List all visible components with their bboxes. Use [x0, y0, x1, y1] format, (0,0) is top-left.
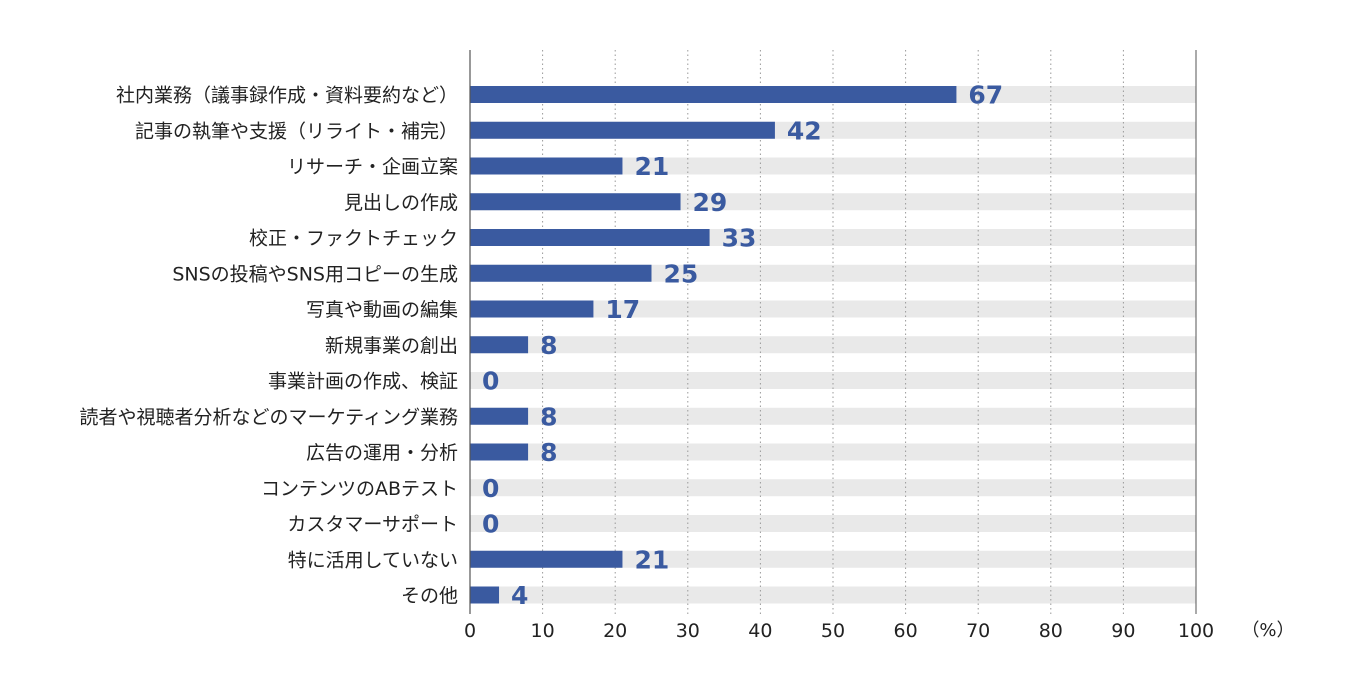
bars: [470, 86, 957, 604]
x-tick-label: 20: [603, 620, 627, 642]
bar: [470, 443, 529, 461]
bar: [470, 193, 681, 211]
category-label: リサーチ・企画立案: [287, 156, 458, 178]
x-tick-labels: 0 10 20 30 40 50 60 70 80 90 100: [464, 620, 1214, 642]
category-label: 広告の運用・分析: [306, 442, 458, 464]
bar: [470, 407, 529, 425]
value-label: 8: [540, 402, 557, 431]
value-label: 67: [968, 81, 1003, 110]
grid-lines: [542, 50, 1197, 614]
bar-track: [470, 157, 1196, 175]
bar: [470, 300, 594, 318]
x-axis-unit-label: （%）: [1241, 620, 1294, 641]
category-label: SNSの投稿やSNS用コピーの生成: [172, 263, 458, 285]
category-label: 事業計画の作成、検証: [268, 371, 458, 393]
value-label: 8: [540, 438, 557, 467]
value-label: 0: [482, 367, 499, 396]
bar: [470, 121, 775, 139]
value-label: 4: [511, 581, 528, 610]
x-tick-label: 80: [1039, 620, 1063, 642]
category-label: 特に活用していない: [288, 549, 458, 571]
x-tick-label: 100: [1178, 620, 1214, 642]
value-label: 8: [540, 331, 557, 360]
category-label: コンテンツのABテスト: [261, 478, 458, 500]
value-label: 0: [482, 474, 499, 503]
x-tick-label: 60: [894, 620, 918, 642]
value-label: 29: [693, 188, 728, 217]
bar-track: [470, 336, 1196, 354]
category-label: 写真や動画の編集: [306, 299, 458, 321]
x-tick-label: 10: [531, 620, 555, 642]
bar: [470, 336, 529, 354]
x-tick-label: 70: [966, 620, 990, 642]
value-label: 33: [722, 224, 757, 253]
value-label: 21: [634, 545, 669, 574]
value-label: 17: [605, 295, 640, 324]
bar: [470, 550, 623, 568]
bar: [470, 586, 500, 604]
category-label: 読者や視聴者分析などのマーケティング業務: [80, 406, 458, 428]
bar-track: [470, 407, 1196, 425]
category-label: 校正・ファクトチェック: [249, 228, 458, 250]
bar-track: [470, 372, 1196, 389]
value-label: 25: [664, 259, 699, 288]
value-labels: 67 42 21 29 33 25 17 8 0 8 8 0 0 21 4: [482, 81, 1003, 611]
bar-track: [470, 443, 1196, 461]
bar-track: [470, 300, 1196, 318]
x-tick-label: 50: [821, 620, 845, 642]
x-tick-label: 90: [1111, 620, 1135, 642]
category-label: 見出しの作成: [344, 192, 458, 214]
value-label: 21: [634, 152, 669, 181]
category-label: その他: [401, 585, 458, 607]
value-label: 42: [787, 116, 822, 145]
category-label: カスタマーサポート: [287, 514, 458, 536]
category-label: 社内業務（議事録作成・資料要約など）: [116, 85, 458, 107]
bar: [470, 229, 710, 246]
bar: [470, 86, 957, 103]
category-label: 新規事業の創出: [325, 335, 458, 357]
x-tick-label: 0: [464, 620, 476, 642]
value-label: 0: [482, 510, 499, 539]
category-labels: 社内業務（議事録作成・資料要約など） 記事の執筆や支援（リライト・補完） リサーチ・…: [80, 85, 458, 608]
x-tick-label: 30: [676, 620, 700, 642]
category-label: 記事の執筆や支援（リライト・補完）: [135, 120, 458, 142]
bar: [470, 264, 652, 282]
x-tick-label: 40: [748, 620, 772, 642]
bar: [470, 157, 623, 175]
